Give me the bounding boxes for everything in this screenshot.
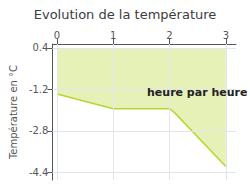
svg-text:Température en °C: Température en °C — [8, 65, 19, 160]
svg-text:-1.2: -1.2 — [29, 84, 49, 95]
svg-text:2: 2 — [166, 30, 172, 41]
svg-text:-2.8: -2.8 — [29, 125, 49, 136]
svg-text:0.4: 0.4 — [33, 42, 49, 53]
svg-text:1: 1 — [110, 30, 116, 41]
svg-text:3: 3 — [223, 30, 229, 41]
svg-text:0: 0 — [54, 30, 60, 41]
svg-text:Evolution de la température: Evolution de la température — [34, 7, 217, 22]
svg-text:heure par heure: heure par heure — [147, 86, 247, 99]
svg-text:-4.4: -4.4 — [29, 167, 49, 178]
